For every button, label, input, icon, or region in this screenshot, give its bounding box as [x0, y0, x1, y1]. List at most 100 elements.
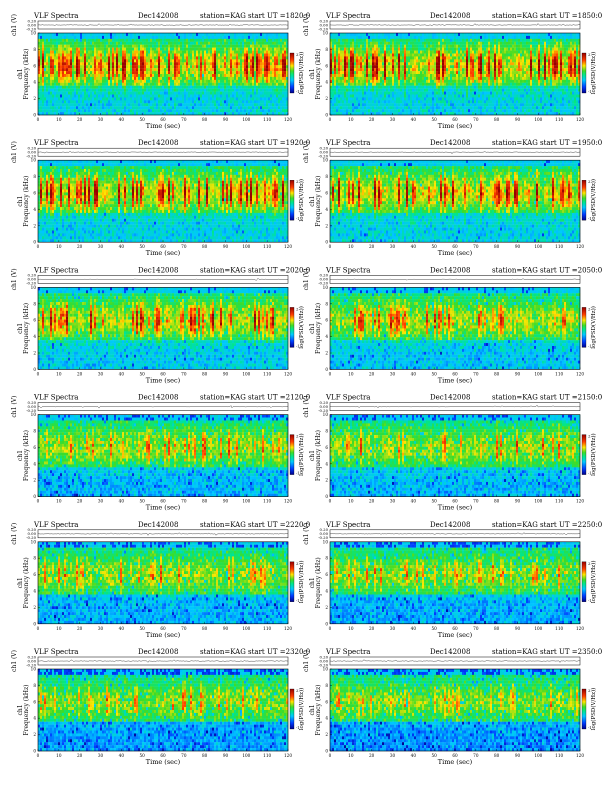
- spectrogram-cell: [180, 65, 183, 69]
- spectrogram-cell: [330, 35, 333, 40]
- spectrogram-cell: [58, 79, 61, 83]
- spectrogram-cell: [532, 47, 535, 51]
- spectrogram-cell: [422, 50, 425, 54]
- spectrogram-cell: [566, 38, 569, 42]
- spectrogram-cell: [68, 38, 71, 42]
- spectrogram-cell: [136, 91, 139, 95]
- spectrogram-cell: [122, 50, 125, 54]
- spectrogram-cell: [54, 65, 57, 69]
- spectrogram-cell: [554, 59, 557, 63]
- spectrogram-cell: [124, 74, 127, 78]
- spectrogram-cell: [242, 33, 245, 37]
- spectrogram-cell: [48, 79, 51, 83]
- spectrogram-cell: [280, 76, 283, 81]
- spectrogram-cell: [260, 50, 263, 54]
- spectrogram-cell: [278, 38, 281, 42]
- spectrogram-cell: [350, 59, 353, 63]
- spectrogram-cell: [276, 97, 279, 101]
- spectrogram-cell: [278, 82, 281, 86]
- spectrogram-cell: [216, 74, 219, 78]
- spectrogram-cell: [200, 56, 203, 60]
- spectrogram-cell: [162, 68, 165, 72]
- spectrogram-cell: [436, 59, 439, 63]
- spectrogram-cell: [98, 41, 101, 45]
- spectrogram-cell: [246, 88, 249, 92]
- spectrogram-cell: [168, 62, 171, 66]
- spectrogram-cell: [202, 41, 205, 45]
- spectrogram-cell: [536, 35, 539, 40]
- spectrogram-cell: [566, 50, 569, 54]
- spectrogram-cell: [406, 33, 409, 37]
- spectrogram-cell: [76, 56, 79, 60]
- spectrogram-cell: [234, 100, 237, 104]
- spectrogram-cell: [458, 53, 461, 57]
- spectrogram-cell: [44, 103, 47, 107]
- spectrogram-cell: [96, 85, 99, 89]
- spectrogram-cell: [60, 79, 63, 83]
- spectrogram-cell: [474, 62, 477, 66]
- spectrogram-cell: [186, 38, 189, 42]
- spectrogram-cell: [228, 112, 231, 116]
- spectrogram-cell: [458, 41, 461, 45]
- spectrogram-cell: [254, 33, 257, 37]
- spectrogram-cell: [476, 50, 479, 54]
- spectrogram-cell: [134, 62, 137, 66]
- spectrogram-cell: [390, 38, 393, 42]
- spectrogram-cell: [468, 33, 471, 37]
- spectrogram-cell: [522, 33, 525, 37]
- spectrogram-cell: [536, 50, 539, 54]
- spectrogram-cell: [258, 91, 261, 95]
- spectrogram-cell: [104, 47, 107, 51]
- spectrogram-cell: [238, 65, 241, 69]
- spectrogram-cell: [372, 33, 375, 37]
- spectrogram-cell: [198, 41, 201, 45]
- spectrogram-cell: [550, 33, 553, 37]
- spectrogram-cell: [364, 44, 367, 48]
- spectrogram-cell: [284, 71, 287, 75]
- spectrogram-cell: [384, 41, 387, 45]
- spectrogram-cell: [124, 62, 127, 66]
- spectrogram-cell: [188, 74, 191, 78]
- spectrogram-cell: [386, 41, 389, 45]
- spectrogram-cell: [166, 33, 169, 37]
- spectrogram-cell: [248, 68, 251, 72]
- spectrogram-cell: [218, 91, 221, 95]
- spectrogram-cell: [380, 59, 383, 63]
- spectrogram-cell: [362, 50, 365, 54]
- spectrogram-cell: [234, 33, 237, 37]
- spectrogram-cell: [166, 44, 169, 48]
- spectrogram-cell: [180, 88, 183, 92]
- spectrogram-cell: [78, 97, 81, 101]
- spectrogram-cell: [562, 53, 565, 57]
- spectrogram-cell: [200, 59, 203, 63]
- spectrogram-cell: [282, 38, 285, 42]
- spectrogram-cell: [162, 109, 165, 113]
- spectrogram-cell: [186, 100, 189, 104]
- waveform-ylabel: ch1 (V): [303, 14, 310, 36]
- spectrogram-cell: [174, 109, 177, 113]
- spectrogram-cell: [182, 33, 185, 37]
- spectrogram-cell: [234, 76, 237, 81]
- spectrogram-cell: [80, 56, 83, 60]
- spectrogram-cell: [552, 56, 555, 60]
- spectrogram-cell: [148, 103, 151, 107]
- spectrogram-cell: [442, 53, 445, 57]
- spectrogram-cell: [408, 59, 411, 63]
- spectrogram-cell: [418, 53, 421, 57]
- spectrogram-cell: [230, 103, 233, 107]
- spectrogram-cell: [270, 62, 273, 66]
- spectrogram-cell: [416, 41, 419, 45]
- spectrogram-cell: [38, 59, 41, 63]
- spectrogram-cell: [110, 100, 113, 104]
- spectrogram-cell: [172, 41, 175, 45]
- spectrogram-cell: [112, 82, 115, 86]
- spectrogram-cell: [136, 33, 139, 37]
- spectrogram-cell: [132, 88, 135, 92]
- spectrogram-cell: [40, 68, 43, 72]
- spectrogram-cell: [98, 76, 101, 81]
- spectrogram-cell: [278, 35, 281, 40]
- spectrogram-cell: [564, 53, 567, 57]
- spectrogram-cell: [436, 62, 439, 66]
- spectrogram-cell: [220, 106, 223, 110]
- spectrogram-cell: [176, 56, 179, 60]
